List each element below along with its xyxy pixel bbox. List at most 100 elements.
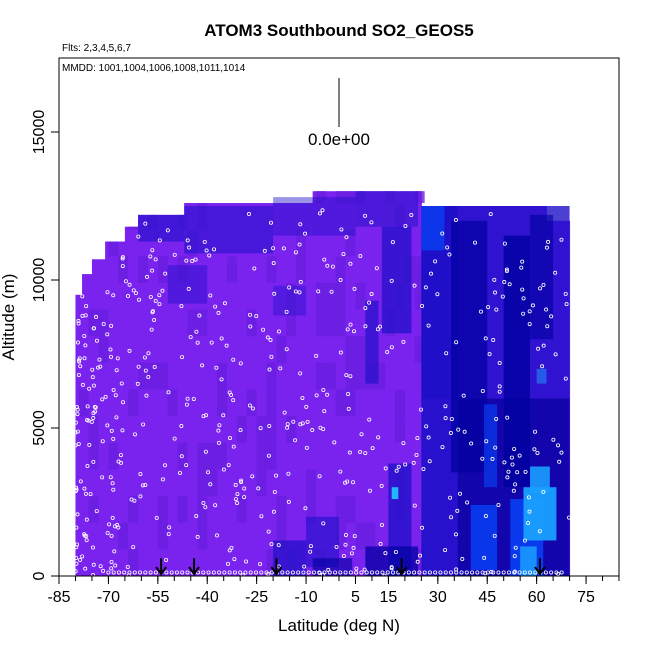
sample-marker bbox=[269, 570, 274, 575]
sample-marker bbox=[497, 389, 502, 394]
sample-marker bbox=[329, 289, 334, 294]
sample-marker bbox=[537, 529, 542, 534]
sample-marker bbox=[454, 340, 459, 345]
sample-marker bbox=[78, 364, 83, 369]
sample-marker bbox=[501, 570, 506, 575]
profile-arrow-head bbox=[534, 566, 546, 576]
sample-marker bbox=[544, 245, 549, 250]
sample-marker bbox=[303, 231, 308, 236]
sample-marker bbox=[440, 445, 445, 450]
heatmap-cell bbox=[118, 522, 129, 550]
sample-marker bbox=[429, 271, 434, 276]
sample-marker bbox=[444, 351, 449, 356]
sample-marker bbox=[146, 351, 151, 356]
sample-marker bbox=[238, 428, 243, 433]
sample-marker bbox=[485, 570, 490, 575]
sample-marker bbox=[208, 482, 213, 487]
y-tick-label: 0 bbox=[31, 571, 48, 580]
sample-marker bbox=[157, 302, 162, 307]
sample-marker bbox=[89, 419, 94, 424]
sample-marker bbox=[201, 570, 206, 575]
sample-marker bbox=[369, 292, 374, 297]
sample-marker bbox=[520, 287, 525, 292]
sample-marker bbox=[406, 570, 411, 575]
chart-title: ATOM3 Southbound SO2_GEOS5 bbox=[204, 21, 474, 40]
x-tick-label: 15 bbox=[380, 589, 398, 606]
heatmap-cell bbox=[286, 309, 297, 337]
sample-marker bbox=[418, 553, 423, 558]
sample-marker bbox=[138, 570, 143, 575]
heatmap-cell bbox=[312, 558, 353, 576]
x-axis-label: Latitude (deg N) bbox=[278, 616, 400, 635]
heatmap-cell bbox=[421, 206, 445, 251]
heatmap-cell bbox=[325, 309, 336, 337]
sample-marker bbox=[74, 487, 79, 492]
sample-marker bbox=[90, 545, 95, 550]
sample-marker bbox=[101, 322, 106, 327]
sample-marker bbox=[521, 311, 526, 316]
sample-marker bbox=[280, 570, 285, 575]
sample-marker bbox=[108, 347, 113, 352]
sample-marker bbox=[448, 495, 453, 500]
sample-marker bbox=[208, 293, 213, 298]
sample-marker bbox=[426, 435, 431, 440]
heatmap-cell bbox=[335, 522, 346, 550]
sample-marker bbox=[232, 557, 237, 562]
sample-marker bbox=[122, 570, 127, 575]
sample-marker bbox=[191, 396, 196, 401]
sample-marker bbox=[528, 570, 533, 575]
sample-marker bbox=[76, 372, 81, 377]
heatmap-cell bbox=[246, 389, 257, 417]
heatmap-cell bbox=[335, 389, 346, 417]
sample-marker bbox=[363, 324, 368, 329]
profile-arrows bbox=[155, 558, 546, 576]
heatmap-cell bbox=[217, 362, 227, 390]
heatmap-cell bbox=[197, 522, 208, 550]
sample-marker bbox=[321, 388, 326, 393]
sample-marker bbox=[95, 338, 100, 343]
heatmap-cell bbox=[157, 362, 168, 390]
sample-marker bbox=[167, 525, 172, 530]
heatmap-cell bbox=[414, 282, 425, 310]
sample-marker bbox=[343, 570, 348, 575]
sample-marker bbox=[375, 327, 380, 332]
sample-marker bbox=[390, 240, 395, 245]
sample-marker bbox=[483, 513, 488, 518]
x-tick-label: 5 bbox=[351, 589, 360, 606]
sample-marker bbox=[174, 570, 179, 575]
sample-marker bbox=[453, 218, 458, 223]
sample-marker bbox=[352, 286, 357, 291]
sample-marker bbox=[389, 565, 394, 570]
sample-marker bbox=[148, 294, 153, 299]
sample-marker bbox=[427, 570, 432, 575]
sample-marker bbox=[83, 313, 88, 318]
sample-marker bbox=[364, 570, 369, 575]
sample-marker bbox=[378, 324, 383, 329]
sample-marker bbox=[532, 447, 537, 452]
sample-marker bbox=[286, 471, 291, 476]
sample-marker bbox=[232, 570, 237, 575]
sample-marker bbox=[321, 427, 326, 432]
sample-marker bbox=[449, 416, 454, 421]
heatmap-cell bbox=[128, 226, 139, 230]
sample-marker bbox=[459, 570, 464, 575]
sample-marker bbox=[265, 335, 270, 340]
heatmap-cell bbox=[108, 442, 119, 470]
sample-marker bbox=[120, 264, 125, 269]
sample-marker bbox=[512, 569, 517, 574]
sample-marker bbox=[375, 570, 380, 575]
sample-marker bbox=[414, 452, 419, 457]
sample-marker bbox=[465, 500, 470, 505]
sample-marker bbox=[100, 439, 105, 444]
sample-marker bbox=[317, 570, 322, 575]
sample-marker bbox=[166, 532, 171, 537]
sample-marker bbox=[150, 248, 155, 253]
sample-marker bbox=[341, 252, 346, 257]
sample-marker bbox=[85, 463, 90, 468]
sample-marker bbox=[261, 327, 266, 332]
sample-marker bbox=[74, 485, 79, 490]
sample-marker bbox=[314, 353, 319, 358]
sample-marker bbox=[84, 538, 89, 543]
sample-marker bbox=[109, 566, 114, 571]
sample-marker bbox=[91, 562, 96, 567]
